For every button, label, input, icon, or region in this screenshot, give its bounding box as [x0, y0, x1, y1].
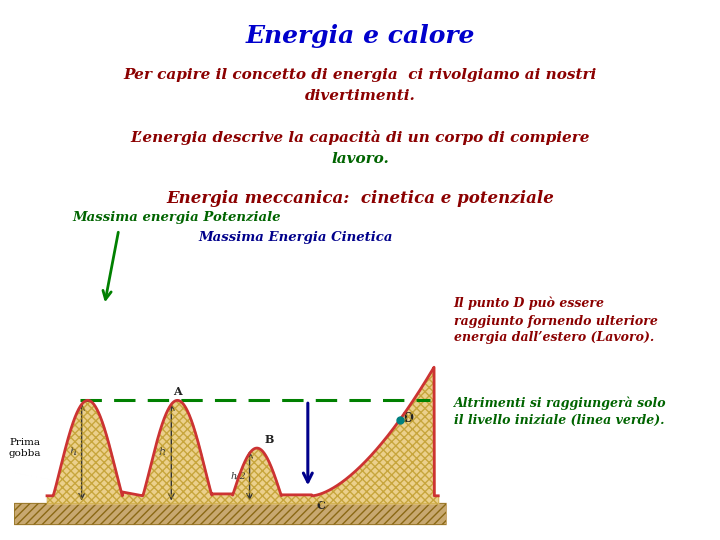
Text: Massima Energia Cinetica: Massima Energia Cinetica	[198, 231, 392, 244]
Text: L’energia descrive la capacità di un corpo di compiere: L’energia descrive la capacità di un cor…	[130, 130, 590, 145]
Text: Il punto D può essere
raggiunto fornendo ulteriore
energia dall’estero (Lavoro).: Il punto D può essere raggiunto fornendo…	[454, 297, 657, 345]
Text: B: B	[264, 434, 274, 445]
Text: lavoro.: lavoro.	[331, 152, 389, 166]
Text: Energia meccanica:  cinetica e potenziale: Energia meccanica: cinetica e potenziale	[166, 190, 554, 207]
Text: h: h	[159, 447, 166, 457]
Text: C: C	[317, 500, 325, 511]
Text: Altrimenti si raggiungerà solo
il livello iniziale (linea verde).: Altrimenti si raggiungerà solo il livell…	[454, 397, 666, 427]
Text: divertimenti.: divertimenti.	[305, 89, 415, 103]
Text: Energia e calore: Energia e calore	[246, 24, 474, 48]
Text: h/2: h/2	[230, 471, 246, 480]
Text: Per capire il concetto di energia  ci rivolgiamo ai nostri: Per capire il concetto di energia ci riv…	[123, 68, 597, 82]
Text: Massima energia Potenziale: Massima energia Potenziale	[72, 211, 281, 224]
Text: Prima
gobba: Prima gobba	[9, 438, 41, 458]
Text: A: A	[173, 386, 181, 396]
Text: h: h	[69, 447, 76, 457]
Text: D: D	[402, 412, 414, 425]
